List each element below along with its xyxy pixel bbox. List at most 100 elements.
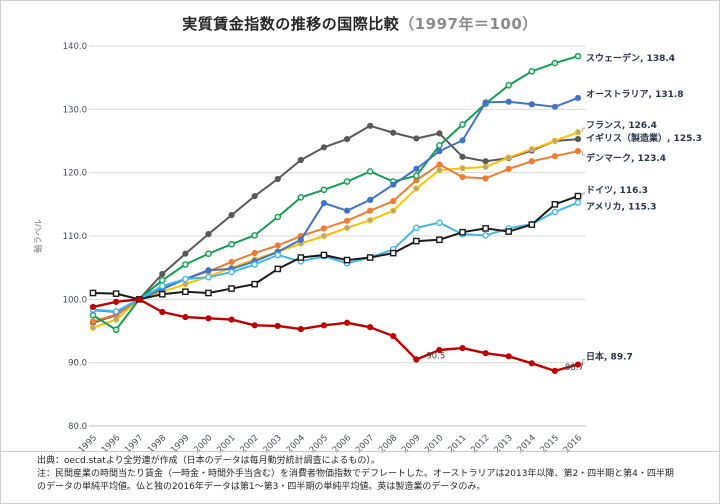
series-marker (389, 249, 397, 257)
series-marker (343, 224, 351, 231)
series-marker (251, 322, 258, 329)
x-tick-label: 2001 (215, 433, 237, 453)
series-marker (251, 261, 258, 268)
footnote-source-line: 出典：oecd.statより全労連が作成（日本のデータは毎月勤労統計調査によるも… (37, 456, 380, 466)
series-marker (89, 303, 97, 311)
series-marker (228, 240, 235, 248)
series-marker (459, 153, 466, 160)
series-marker (574, 94, 582, 102)
series-marker (228, 268, 235, 276)
series-marker (274, 242, 281, 249)
series-marker (482, 175, 489, 182)
series-marker (112, 298, 120, 305)
series-end-label-オーストラリア: オーストラリア, 131.8 (586, 89, 684, 100)
series-marker (251, 280, 258, 288)
series-marker (574, 148, 582, 155)
series-marker (112, 290, 120, 297)
series-marker (182, 261, 189, 268)
series-marker (274, 175, 281, 183)
series-marker (482, 99, 489, 106)
series-marker (505, 98, 512, 105)
series-marker (112, 308, 120, 315)
x-tick-label: 2011 (446, 433, 468, 453)
series-marker (251, 250, 258, 257)
series-marker (297, 194, 305, 201)
x-tick-label: 1998 (146, 433, 168, 453)
series-marker (551, 103, 559, 110)
series-line-フランス (92, 131, 579, 329)
series-marker (158, 277, 166, 284)
series-marker (390, 129, 397, 136)
series-end-label-ドイツ: ドイツ, 116.3 (586, 185, 648, 196)
series-marker (528, 68, 536, 75)
series-marker (297, 236, 304, 243)
series-marker (343, 136, 351, 143)
series-marker (182, 275, 189, 283)
series-end-label-フランス: フランス, 126.4 (586, 120, 657, 131)
series-marker (205, 231, 212, 238)
series-marker (551, 153, 559, 160)
series-marker (297, 156, 304, 164)
series-marker (112, 316, 120, 323)
series-marker (367, 122, 374, 129)
series-line-アメリカ (92, 201, 579, 313)
series-marker (136, 296, 143, 303)
x-tick-label: 2006 (331, 433, 353, 453)
footnote-note-line-1: 注：民間産業の時間当たり賃金（一時金・時間外手当含む）を消費者物価指数でデフレー… (37, 469, 674, 480)
series-marker (436, 346, 443, 354)
series-marker (366, 168, 374, 175)
series-marker (574, 136, 582, 143)
series-marker (251, 232, 258, 239)
x-tick-label: 2004 (285, 433, 307, 453)
series-marker (205, 273, 212, 281)
series-marker (274, 322, 281, 330)
series-marker (528, 146, 535, 153)
series-line-日本 (92, 298, 579, 373)
series-marker (505, 154, 512, 161)
series-marker (436, 148, 443, 155)
series-marker (367, 217, 374, 224)
series-marker (436, 167, 443, 174)
series-marker (251, 193, 258, 200)
series-marker (89, 311, 97, 319)
series-marker (436, 130, 443, 137)
series-marker (228, 212, 235, 219)
series-marker (528, 360, 535, 367)
series-marker (482, 350, 489, 357)
series-marker (367, 207, 374, 214)
series-marker (390, 181, 397, 188)
series-end-label-イギリス（製造業）: イギリス（製造業）, 125.3 (586, 132, 702, 144)
series-marker (459, 165, 466, 172)
y-tick-label: 130.0 (63, 105, 87, 115)
series-marker (551, 208, 559, 216)
series-marker (413, 165, 420, 172)
series-marker (574, 52, 582, 60)
series-marker (413, 237, 420, 245)
series-marker (320, 322, 328, 329)
series-marker (297, 254, 305, 261)
footnote: 出典：oecd.statより全労連が作成（日本のデータは毎月勤労統計調査によるも… (1, 451, 719, 503)
y-tick-label: 100.0 (63, 295, 87, 305)
x-tick-label: 2013 (492, 433, 514, 453)
x-tick-label: 2002 (238, 433, 260, 453)
series-marker (320, 225, 328, 232)
series-marker (413, 356, 420, 363)
series-marker (436, 236, 443, 244)
x-tick-label: 2009 (400, 433, 422, 453)
chart-title-main: 実質賃金指数の推移の国際比較 (182, 15, 400, 33)
x-tick-label: 1996 (100, 433, 122, 453)
series-line-オーストラリア (92, 96, 579, 313)
series-marker (482, 232, 489, 239)
series-marker (505, 228, 513, 235)
series-marker (482, 225, 489, 232)
series-marker (528, 221, 536, 228)
series-marker (343, 217, 351, 224)
series-marker (343, 178, 351, 185)
series-marker (89, 289, 97, 297)
y-tick-label: 120.0 (63, 169, 87, 179)
y-tick-label: 90.0 (68, 359, 87, 369)
series-line-ドイツ (92, 195, 579, 301)
series-marker (274, 265, 282, 273)
series-marker (89, 318, 97, 325)
